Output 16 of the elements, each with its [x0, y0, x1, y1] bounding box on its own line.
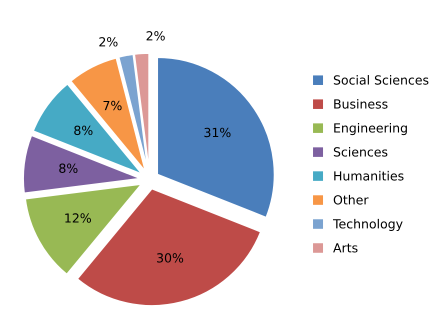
data-label: 8%	[74, 126, 93, 136]
data-label: 2%	[99, 37, 118, 47]
legend-label: Arts	[333, 243, 358, 253]
data-label: 8%	[59, 164, 78, 173]
data-label: 31%	[204, 128, 231, 138]
legend-label: Humanities	[334, 170, 404, 181]
legend-label: Business	[334, 99, 388, 109]
legend-label: Social Sciences	[334, 75, 428, 85]
data-label: 2%	[146, 31, 165, 41]
data-label: 12%	[65, 213, 91, 223]
legend-label: Other	[334, 194, 369, 205]
legend-label: Engineering	[334, 122, 407, 136]
data-label: 30%	[157, 253, 184, 263]
data-label: 7%	[104, 100, 122, 110]
legend-label: Sciences	[334, 146, 388, 157]
legend-label: Technology	[332, 218, 403, 231]
